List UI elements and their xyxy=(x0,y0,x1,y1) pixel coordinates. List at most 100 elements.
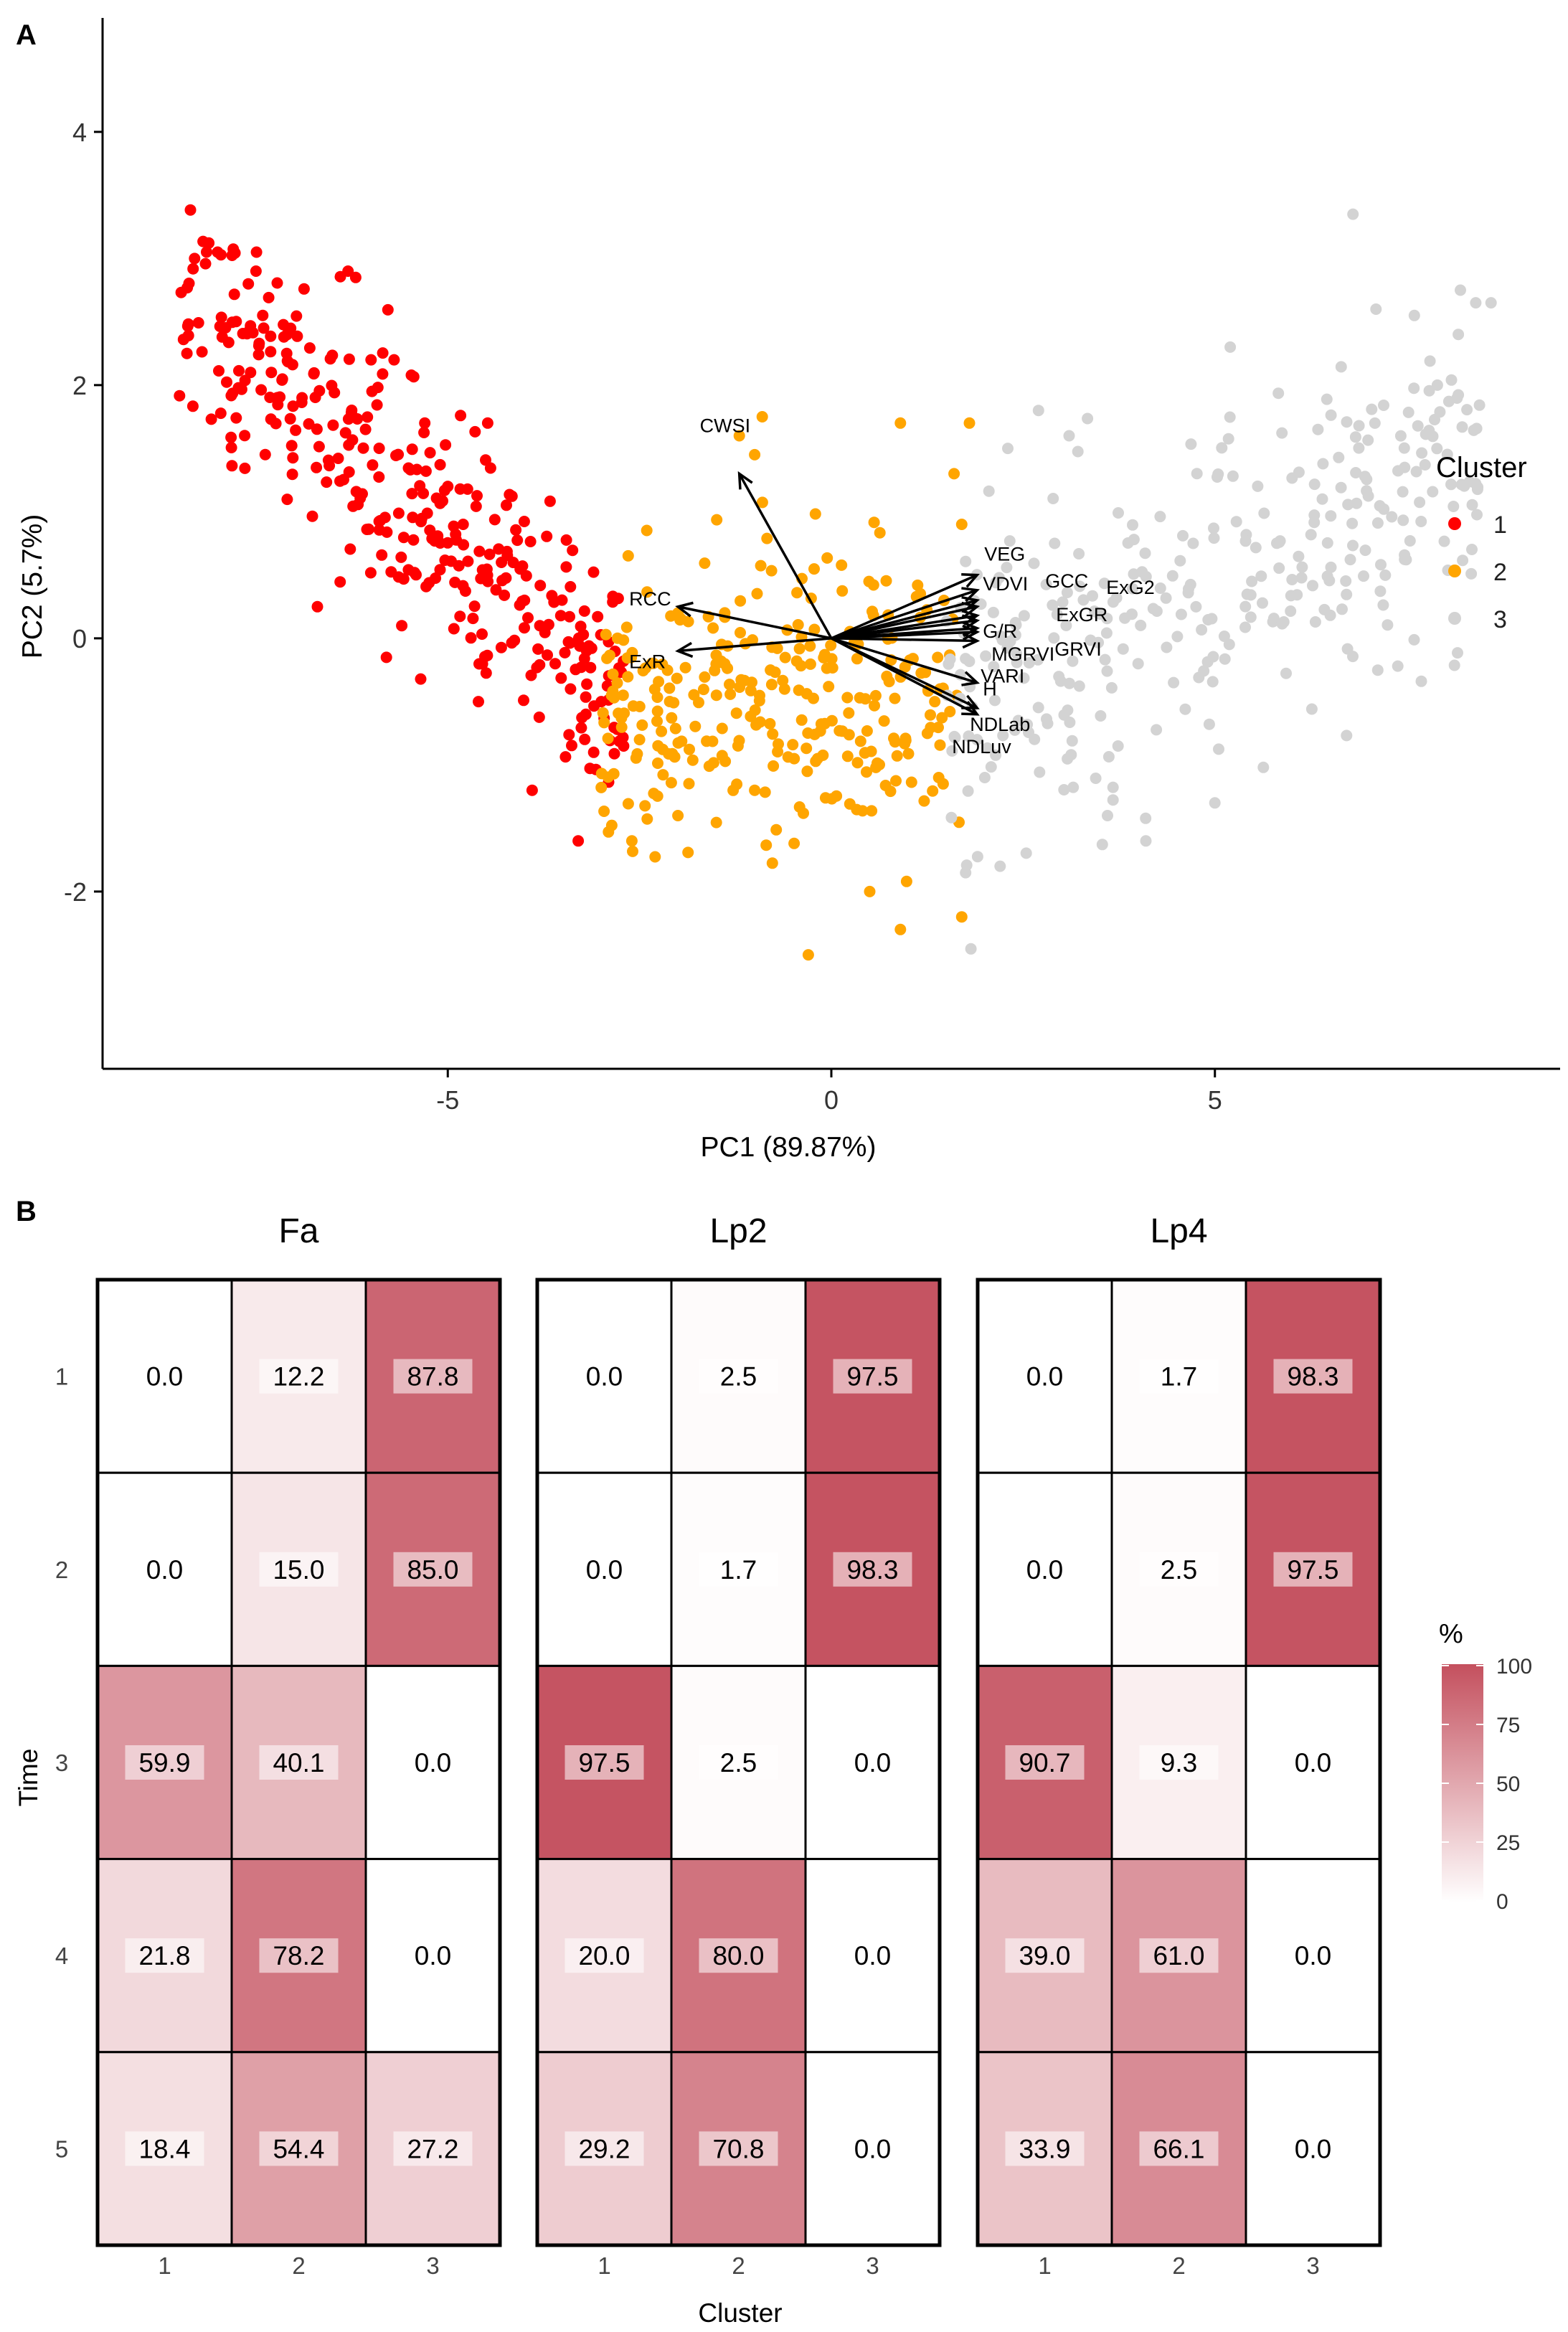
data-point xyxy=(1230,516,1242,528)
x-axis-title: Cluster xyxy=(698,2298,782,2328)
data-point xyxy=(239,462,251,474)
data-point xyxy=(1065,749,1077,761)
data-point xyxy=(732,740,744,752)
cell-value: 0.0 xyxy=(415,1748,451,1778)
data-point xyxy=(1187,537,1199,549)
data-point xyxy=(1257,597,1268,609)
data-point xyxy=(836,559,848,571)
data-point xyxy=(825,639,837,651)
data-point xyxy=(669,751,681,763)
cell-value: 66.1 xyxy=(1153,2134,1204,2163)
data-point xyxy=(1308,478,1321,491)
x-tick-label: 2 xyxy=(1172,2252,1185,2279)
data-point xyxy=(802,949,814,961)
data-point xyxy=(554,610,567,622)
data-point xyxy=(1466,499,1478,511)
loading-arrow-vdvi xyxy=(831,589,978,640)
data-point xyxy=(1394,430,1407,442)
data-point xyxy=(1154,582,1166,594)
data-point xyxy=(945,811,958,823)
data-point xyxy=(181,347,193,359)
cell-value: 1.7 xyxy=(1161,1362,1197,1392)
data-point xyxy=(627,700,639,712)
data-point xyxy=(420,580,433,593)
data-point xyxy=(575,722,587,734)
arrow-head xyxy=(675,641,694,658)
data-point xyxy=(259,448,271,461)
loading-arrow-rcc xyxy=(677,605,832,640)
data-point xyxy=(184,204,197,216)
data-point xyxy=(532,643,544,655)
data-point xyxy=(448,520,460,532)
data-point xyxy=(1470,297,1482,309)
x-axis-title: PC1 (89.87%) xyxy=(701,1132,877,1163)
data-point xyxy=(1392,660,1404,672)
data-point xyxy=(214,321,226,332)
data-point xyxy=(1321,537,1333,549)
cell-value: 90.7 xyxy=(1019,1748,1070,1778)
data-point xyxy=(652,740,664,752)
data-point xyxy=(821,662,833,674)
cell-label-bg xyxy=(699,2131,778,2166)
data-point xyxy=(245,320,257,332)
data-point xyxy=(473,545,486,557)
data-point xyxy=(738,674,750,686)
cell-label-bg xyxy=(699,1745,778,1780)
data-point xyxy=(592,610,604,623)
data-point xyxy=(936,712,948,724)
data-point xyxy=(342,413,354,425)
data-point xyxy=(1400,554,1412,566)
arrow-head xyxy=(962,632,981,649)
data-point xyxy=(1272,387,1285,400)
data-point xyxy=(672,810,684,821)
data-point xyxy=(252,349,265,361)
data-point xyxy=(782,751,794,763)
data-point xyxy=(808,728,821,740)
data-point xyxy=(1073,548,1085,560)
data-point xyxy=(598,806,610,817)
data-point xyxy=(578,605,590,617)
data-point xyxy=(367,459,379,471)
loading-arrow-ndluv xyxy=(831,637,978,716)
data-point xyxy=(1415,675,1427,687)
data-point xyxy=(1325,409,1337,421)
data-point xyxy=(1011,656,1023,669)
cell-label-bg xyxy=(125,2131,204,2166)
facet-fa: Fa 0.0 12.2 87.8 0.0 15.0 85.0 59.9 40.1 0.0 21.8 7… xyxy=(95,1212,502,2279)
data-point xyxy=(1057,596,1069,608)
x-tick-label: 0 xyxy=(824,1085,839,1115)
cell-label-bg xyxy=(565,2131,644,2166)
data-point xyxy=(364,567,377,579)
data-point xyxy=(672,737,684,749)
data-point xyxy=(990,749,1002,761)
cell-value: 0.0 xyxy=(586,1362,623,1392)
data-point xyxy=(311,461,323,473)
data-point xyxy=(765,565,778,577)
loading-label: VDVI xyxy=(983,573,1028,595)
data-point xyxy=(1276,427,1288,439)
data-point xyxy=(344,543,356,555)
data-point xyxy=(359,423,372,435)
data-point xyxy=(380,651,392,664)
data-point xyxy=(311,423,323,435)
data-point xyxy=(607,590,619,603)
data-point xyxy=(1032,653,1044,666)
data-point xyxy=(1448,659,1460,671)
axes xyxy=(94,18,1560,1077)
data-point xyxy=(1100,627,1113,639)
data-point xyxy=(1285,605,1297,617)
y-tick-label: 0 xyxy=(72,624,87,653)
data-point xyxy=(1185,438,1197,450)
data-point xyxy=(869,689,882,702)
data-point xyxy=(462,555,474,567)
data-point xyxy=(1353,420,1365,432)
data-point xyxy=(1202,614,1214,626)
loading-label: GRVI xyxy=(1054,638,1102,660)
data-point xyxy=(296,392,308,404)
data-point xyxy=(250,246,263,258)
data-point xyxy=(1335,481,1347,494)
data-point xyxy=(467,613,479,625)
data-point xyxy=(925,709,936,721)
legend-swatch-3 xyxy=(1448,612,1461,625)
data-point xyxy=(1452,647,1463,659)
